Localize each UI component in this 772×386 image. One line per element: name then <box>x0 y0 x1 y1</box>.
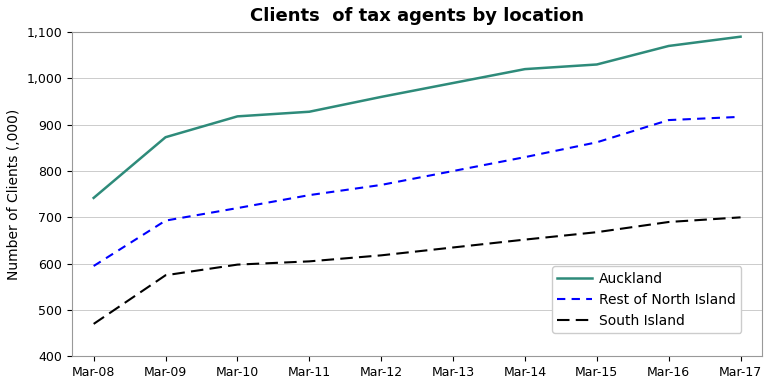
Auckland <box>89 264 98 268</box>
South Island <box>305 259 314 264</box>
Rest of North Island <box>449 81 458 85</box>
South Island <box>161 273 170 278</box>
Rest of North Island <box>161 135 170 139</box>
Y-axis label: Number of Clients (,000): Number of Clients (,000) <box>7 108 21 280</box>
Auckland <box>161 218 170 223</box>
Legend: Auckland, Rest of North Island, South Island: Auckland, Rest of North Island, South Is… <box>552 266 741 333</box>
Title: Clients  of tax agents by location: Clients of tax agents by location <box>250 7 584 25</box>
Auckland <box>520 155 530 159</box>
South Island <box>592 230 601 235</box>
Auckland <box>305 193 314 197</box>
Rest of North Island <box>377 95 386 99</box>
South Island <box>449 245 458 250</box>
South Island <box>520 237 530 242</box>
Line: South Island: South Island <box>93 217 740 324</box>
Auckland <box>377 183 386 187</box>
Auckland <box>664 118 673 122</box>
South Island <box>233 262 242 267</box>
South Island <box>664 220 673 224</box>
Rest of North Island <box>736 34 745 39</box>
South Island <box>89 322 98 326</box>
Rest of North Island <box>664 44 673 48</box>
Auckland <box>233 206 242 210</box>
Rest of North Island <box>233 114 242 119</box>
Rest of North Island <box>520 67 530 71</box>
Auckland <box>736 115 745 119</box>
Rest of North Island <box>305 109 314 114</box>
Line: Rest of North Island: Rest of North Island <box>93 37 740 198</box>
Line: Auckland: Auckland <box>93 117 740 266</box>
South Island <box>736 215 745 220</box>
Auckland <box>592 140 601 145</box>
Rest of North Island <box>89 196 98 200</box>
Auckland <box>449 169 458 173</box>
Rest of North Island <box>592 62 601 67</box>
South Island <box>377 253 386 258</box>
